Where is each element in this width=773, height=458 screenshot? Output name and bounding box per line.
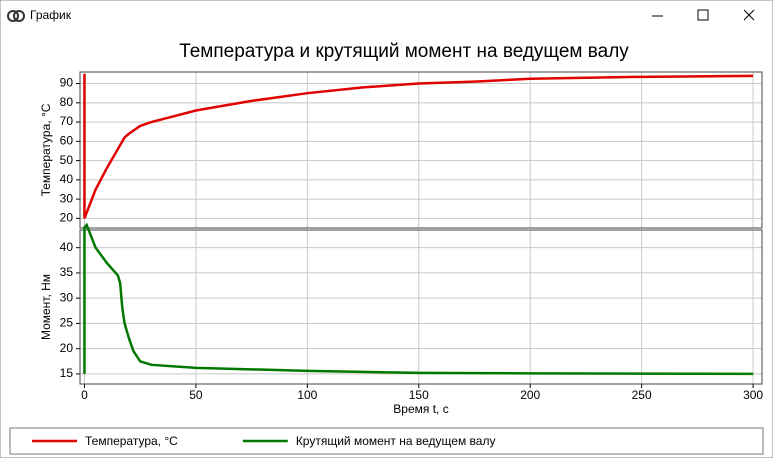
x-tick-label: 200 [520, 388, 540, 402]
app-icon [7, 10, 25, 22]
y-tick-label: 25 [60, 316, 74, 330]
data-line [83, 222, 754, 376]
x-axis-label: Время t, c [393, 402, 448, 416]
x-tick-label: 50 [189, 388, 203, 402]
maximize-button[interactable] [697, 9, 709, 21]
legend-label: Температура, °C [85, 434, 178, 448]
y-tick-label: 70 [60, 114, 74, 128]
window-title: График [30, 8, 72, 22]
close-button[interactable] [743, 9, 755, 21]
y-tick-label: 20 [60, 341, 74, 355]
x-tick-label: 150 [409, 388, 429, 402]
y-tick-label: 30 [60, 290, 74, 304]
y-tick-label: 40 [60, 172, 74, 186]
legend-label: Крутящий момент на ведущем валу [296, 434, 496, 448]
x-tick-label: 250 [632, 388, 652, 402]
plot-frame [79, 229, 763, 385]
y-tick-label: 35 [60, 265, 74, 279]
y-tick-label: 90 [60, 76, 74, 90]
chart-title: Температура и крутящий момент на ведущем… [179, 41, 629, 62]
y-tick-label: 50 [60, 153, 74, 167]
y-tick-label: 15 [60, 366, 74, 380]
y-tick-label: 30 [60, 191, 74, 205]
y-tick-label: 60 [60, 134, 74, 148]
x-tick-label: 0 [81, 388, 88, 402]
y-axis-label: Момент, Нм [39, 274, 53, 340]
y-tick-label: 40 [60, 240, 74, 254]
y-axis-label: Температура, °C [39, 103, 53, 196]
legend [9, 427, 764, 455]
plot-frame [79, 71, 763, 229]
y-tick-label: 20 [60, 211, 74, 225]
x-tick-label: 100 [297, 388, 317, 402]
y-tick-label: 80 [60, 95, 74, 109]
data-line [83, 73, 754, 219]
x-tick-label: 300 [743, 388, 763, 402]
